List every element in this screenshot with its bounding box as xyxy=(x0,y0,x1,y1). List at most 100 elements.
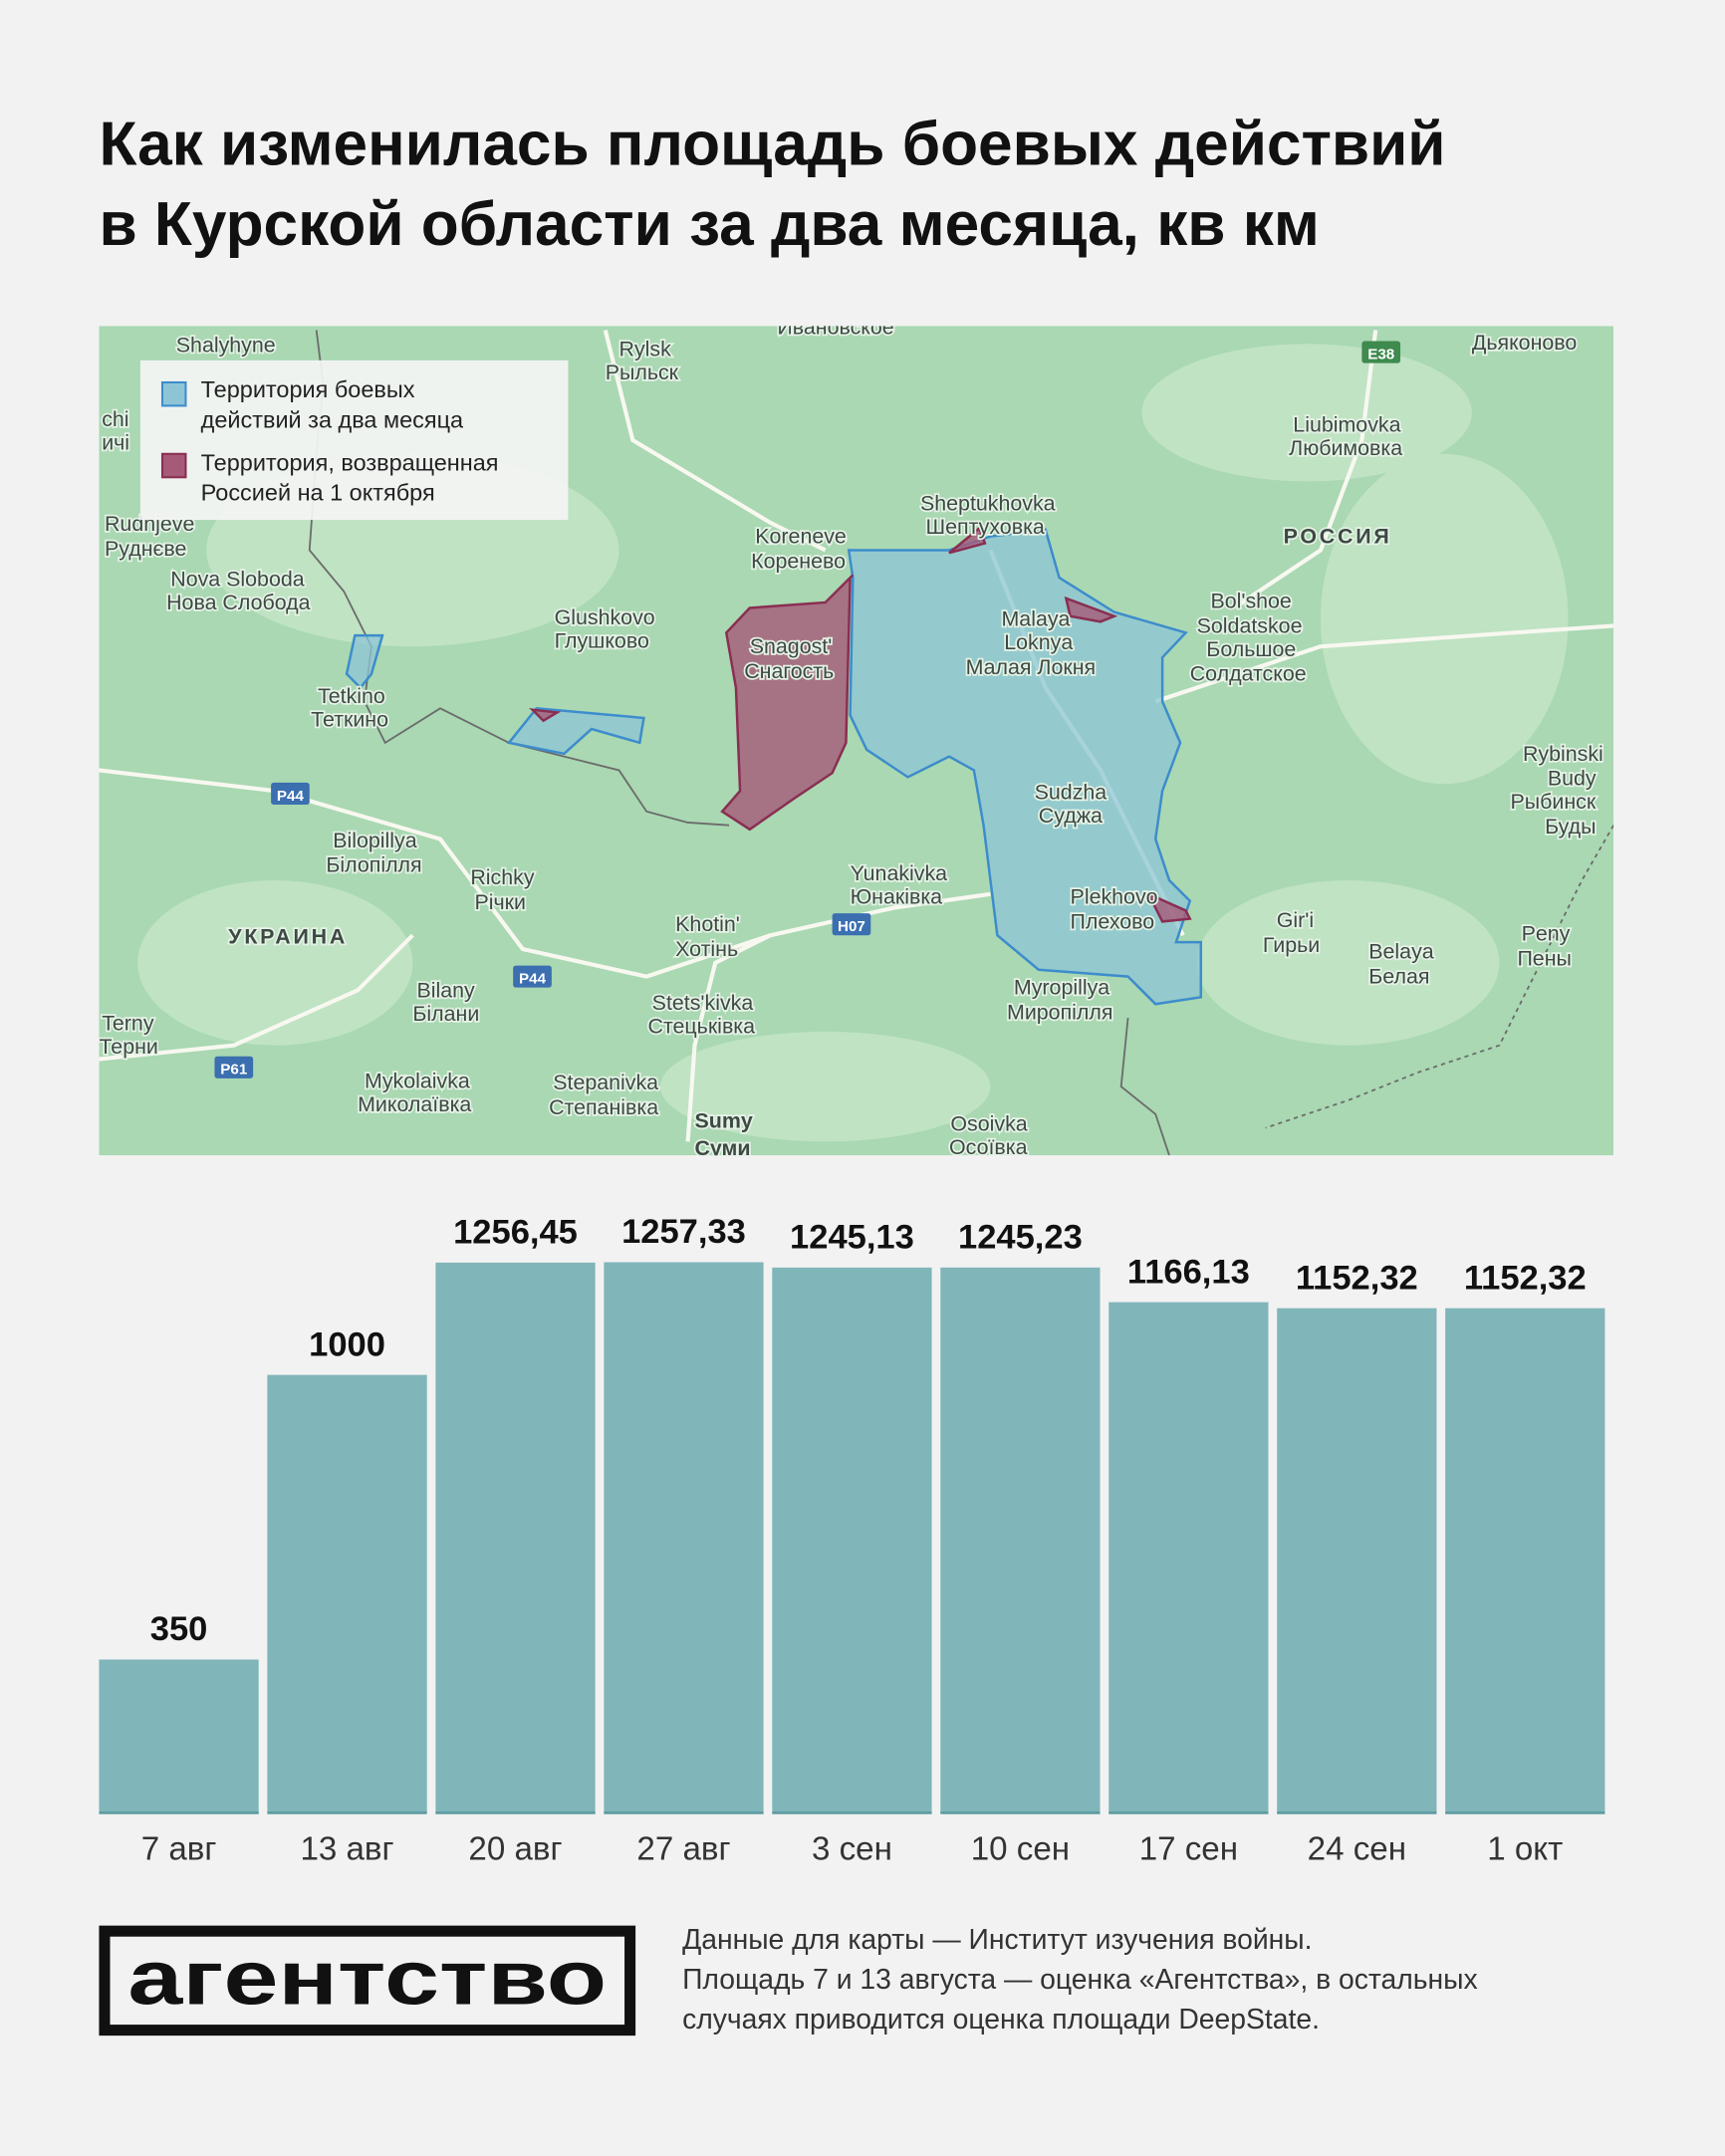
map-label: Глушково xyxy=(555,629,649,653)
road-sign xyxy=(1361,341,1401,363)
bar-chart: 350 7 авг 1000 13 авг 1256,45 20 авг 1257,33 27… xyxy=(99,1213,1605,1867)
map-label: Richky xyxy=(470,865,534,889)
map-label: Stepanivka xyxy=(553,1071,658,1094)
map-label: Shalyhyne xyxy=(176,334,276,358)
map-label: Stets'kivka xyxy=(652,991,754,1015)
map-label: Солдатское xyxy=(1190,662,1307,686)
map-label: РОССИЯ xyxy=(1284,525,1392,549)
map-label: Bilopillya xyxy=(333,829,417,852)
x-tick-label: 7 авг xyxy=(141,1830,217,1867)
map-label: Коренево xyxy=(751,549,846,573)
map-label: Буды xyxy=(1545,815,1596,838)
combat-territory xyxy=(345,633,384,690)
map-label: Суми xyxy=(694,1136,750,1160)
map-label: Білопілля xyxy=(326,853,421,877)
map-label: Стецьківка xyxy=(648,1014,756,1038)
map-label: Gir'i xyxy=(1277,908,1314,932)
bar xyxy=(435,1262,596,1813)
map-label: Liubimovka xyxy=(1293,413,1400,437)
footer-note: случаях приводится оценка площади DeepSt… xyxy=(682,2003,1320,2035)
map-label: Малая Локня xyxy=(966,655,1097,679)
map-label: Большое xyxy=(1206,637,1296,661)
value-label: 1257,33 xyxy=(621,1213,746,1251)
map-label: Хотінь xyxy=(675,937,738,961)
bar-base xyxy=(1445,1811,1605,1814)
map-label: Peny xyxy=(1522,922,1571,946)
bar xyxy=(1445,1308,1605,1813)
map-label: Степанівка xyxy=(549,1095,658,1119)
value-label: 1245,23 xyxy=(958,1218,1083,1256)
bar-base xyxy=(1277,1811,1437,1814)
bar xyxy=(604,1262,764,1813)
map-label: Soldatskoe xyxy=(1197,613,1303,637)
legend-text: Территория боевых xyxy=(201,376,415,402)
bar-base xyxy=(1109,1811,1269,1814)
map-label: ичі xyxy=(102,431,129,455)
x-tick-label: 20 авг xyxy=(468,1830,562,1867)
map-label: Ивановское xyxy=(777,316,893,340)
map-label: Rylsk xyxy=(619,338,672,361)
map-label: Суджа xyxy=(1039,804,1103,828)
map-label: Гирьи xyxy=(1263,933,1320,957)
map-label: chi xyxy=(102,407,128,431)
bar-base xyxy=(772,1811,932,1814)
footer-note: Площадь 7 и 13 августа — оценка «Агентст… xyxy=(682,1963,1478,1995)
bar xyxy=(99,1659,259,1813)
title-line: Как изменилась площадь боевых действий xyxy=(99,111,1445,179)
value-label: 1152,32 xyxy=(1464,1259,1587,1297)
map-label: Любимовка xyxy=(1289,436,1402,460)
value-label: 1256,45 xyxy=(453,1214,578,1252)
road-sign-label: P44 xyxy=(277,788,305,805)
map-label: Belaya xyxy=(1368,940,1434,964)
map-label: Myropillya xyxy=(1014,976,1109,1000)
road-sign xyxy=(513,965,552,988)
map-label: Bol'shoe xyxy=(1210,589,1291,612)
map-label: Плехово xyxy=(1071,909,1155,933)
map-label: Malaya xyxy=(1001,606,1070,630)
bar xyxy=(772,1267,932,1813)
legend-text: Территория, возвращенная xyxy=(201,449,499,475)
bar-base xyxy=(940,1811,1101,1814)
map-label: Nova Sloboda xyxy=(170,567,304,591)
map-label: Glushkovo xyxy=(555,605,655,629)
map-label: Mykolaivka xyxy=(365,1070,470,1093)
map-label: Шептуховка xyxy=(926,515,1045,539)
legend-text: действий за два месяца xyxy=(201,407,464,433)
map-label: Osoivka xyxy=(950,1111,1027,1135)
map-label: Білани xyxy=(412,1002,479,1026)
x-tick-label: 17 сен xyxy=(1139,1830,1238,1867)
bar-base xyxy=(604,1811,764,1814)
road-sign-label: E38 xyxy=(1367,346,1394,362)
legend-text: Россией на 1 октября xyxy=(201,480,435,506)
map-label: Миропілля xyxy=(1007,1000,1112,1024)
combat-territory xyxy=(847,528,1203,1006)
bar-base xyxy=(267,1811,427,1814)
road-sign-label: H07 xyxy=(838,918,865,935)
value-label: 1166,13 xyxy=(1127,1253,1250,1291)
map-label: Рыбинск xyxy=(1511,790,1597,814)
x-tick-label: 13 авг xyxy=(300,1830,393,1867)
logo-box xyxy=(99,1925,636,2036)
bar xyxy=(267,1374,427,1813)
map-label: Plekhovo xyxy=(1071,884,1158,908)
value-label: 350 xyxy=(150,1610,208,1648)
x-tick-label: 24 сен xyxy=(1308,1830,1406,1867)
map-label: Нова Слобода xyxy=(166,591,311,614)
value-label: 1000 xyxy=(309,1325,385,1363)
x-tick-label: 1 окт xyxy=(1487,1830,1563,1867)
bar xyxy=(1277,1308,1437,1813)
map-label: Khotin' xyxy=(675,912,740,936)
value-label: 1152,32 xyxy=(1296,1259,1418,1297)
map-label: Пены xyxy=(1517,947,1571,971)
road-sign xyxy=(214,1056,254,1078)
bar-base xyxy=(435,1811,596,1814)
road-sign xyxy=(832,913,871,936)
x-tick-label: 10 сен xyxy=(971,1830,1070,1867)
road-sign xyxy=(271,782,310,805)
map-label: Snagost' xyxy=(750,634,833,658)
map-label: Річки xyxy=(475,890,526,914)
map-label: Sheptukhovka xyxy=(920,491,1056,515)
map-label: Теткино xyxy=(311,707,388,731)
map-label: Budy xyxy=(1548,767,1597,791)
